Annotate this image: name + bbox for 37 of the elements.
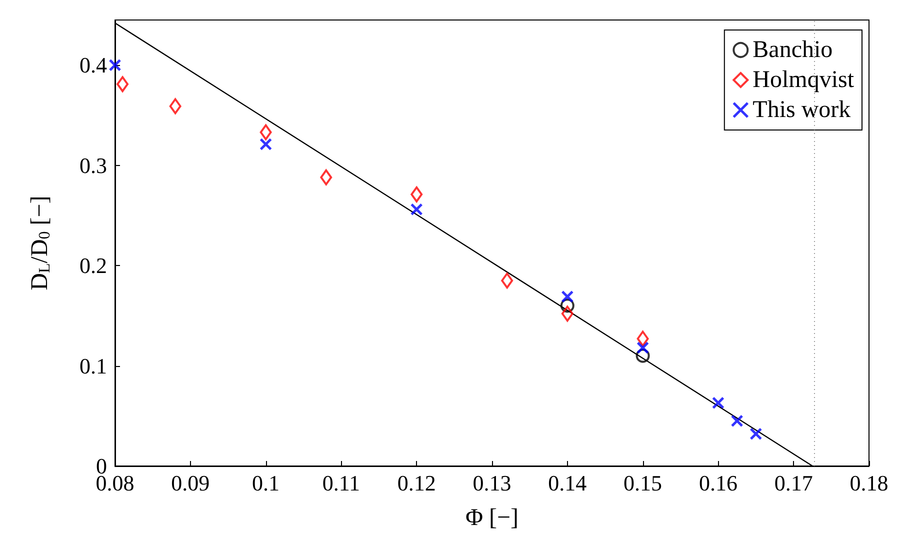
x-axis-title: Φ [−] xyxy=(465,505,519,531)
point xyxy=(169,98,182,114)
point xyxy=(108,58,122,72)
point xyxy=(636,330,649,347)
point xyxy=(320,169,332,186)
y-tick-label: 0.1 xyxy=(80,353,107,378)
point xyxy=(636,341,650,354)
point xyxy=(410,203,423,216)
point xyxy=(260,138,272,151)
x-tick-label: 0.17 xyxy=(774,470,813,496)
x-tick-label: 0.16 xyxy=(698,470,738,496)
legend-label: Banchio xyxy=(752,37,833,63)
point xyxy=(260,124,272,140)
point xyxy=(560,298,574,313)
x-tick-label: 0.13 xyxy=(472,470,512,496)
y-tick-label: 0.3 xyxy=(80,152,107,178)
x-tick-label: 0.15 xyxy=(624,470,662,496)
point xyxy=(561,306,574,322)
point xyxy=(712,396,724,410)
point xyxy=(561,290,574,303)
x-tick-label: 0.14 xyxy=(548,470,587,496)
legend-label: Holmqvist xyxy=(752,67,854,93)
x-tick-label: 0.12 xyxy=(397,470,436,496)
point xyxy=(636,348,650,363)
x-tick-label: 0.18 xyxy=(850,470,888,496)
y-tick-label: 0.2 xyxy=(80,253,107,278)
point xyxy=(501,272,514,289)
x-tick-label: 0.11 xyxy=(322,470,360,496)
point xyxy=(116,76,129,92)
point xyxy=(750,428,762,440)
x-tick-label: 0.1 xyxy=(252,470,280,496)
x-tick-label: 0.09 xyxy=(171,470,210,496)
point xyxy=(410,186,423,202)
point xyxy=(730,414,744,428)
y-axis-title: DL/D0 [−] xyxy=(27,196,54,290)
y-tick-label: 0.4 xyxy=(80,52,107,78)
legend-label: This work xyxy=(752,97,851,123)
